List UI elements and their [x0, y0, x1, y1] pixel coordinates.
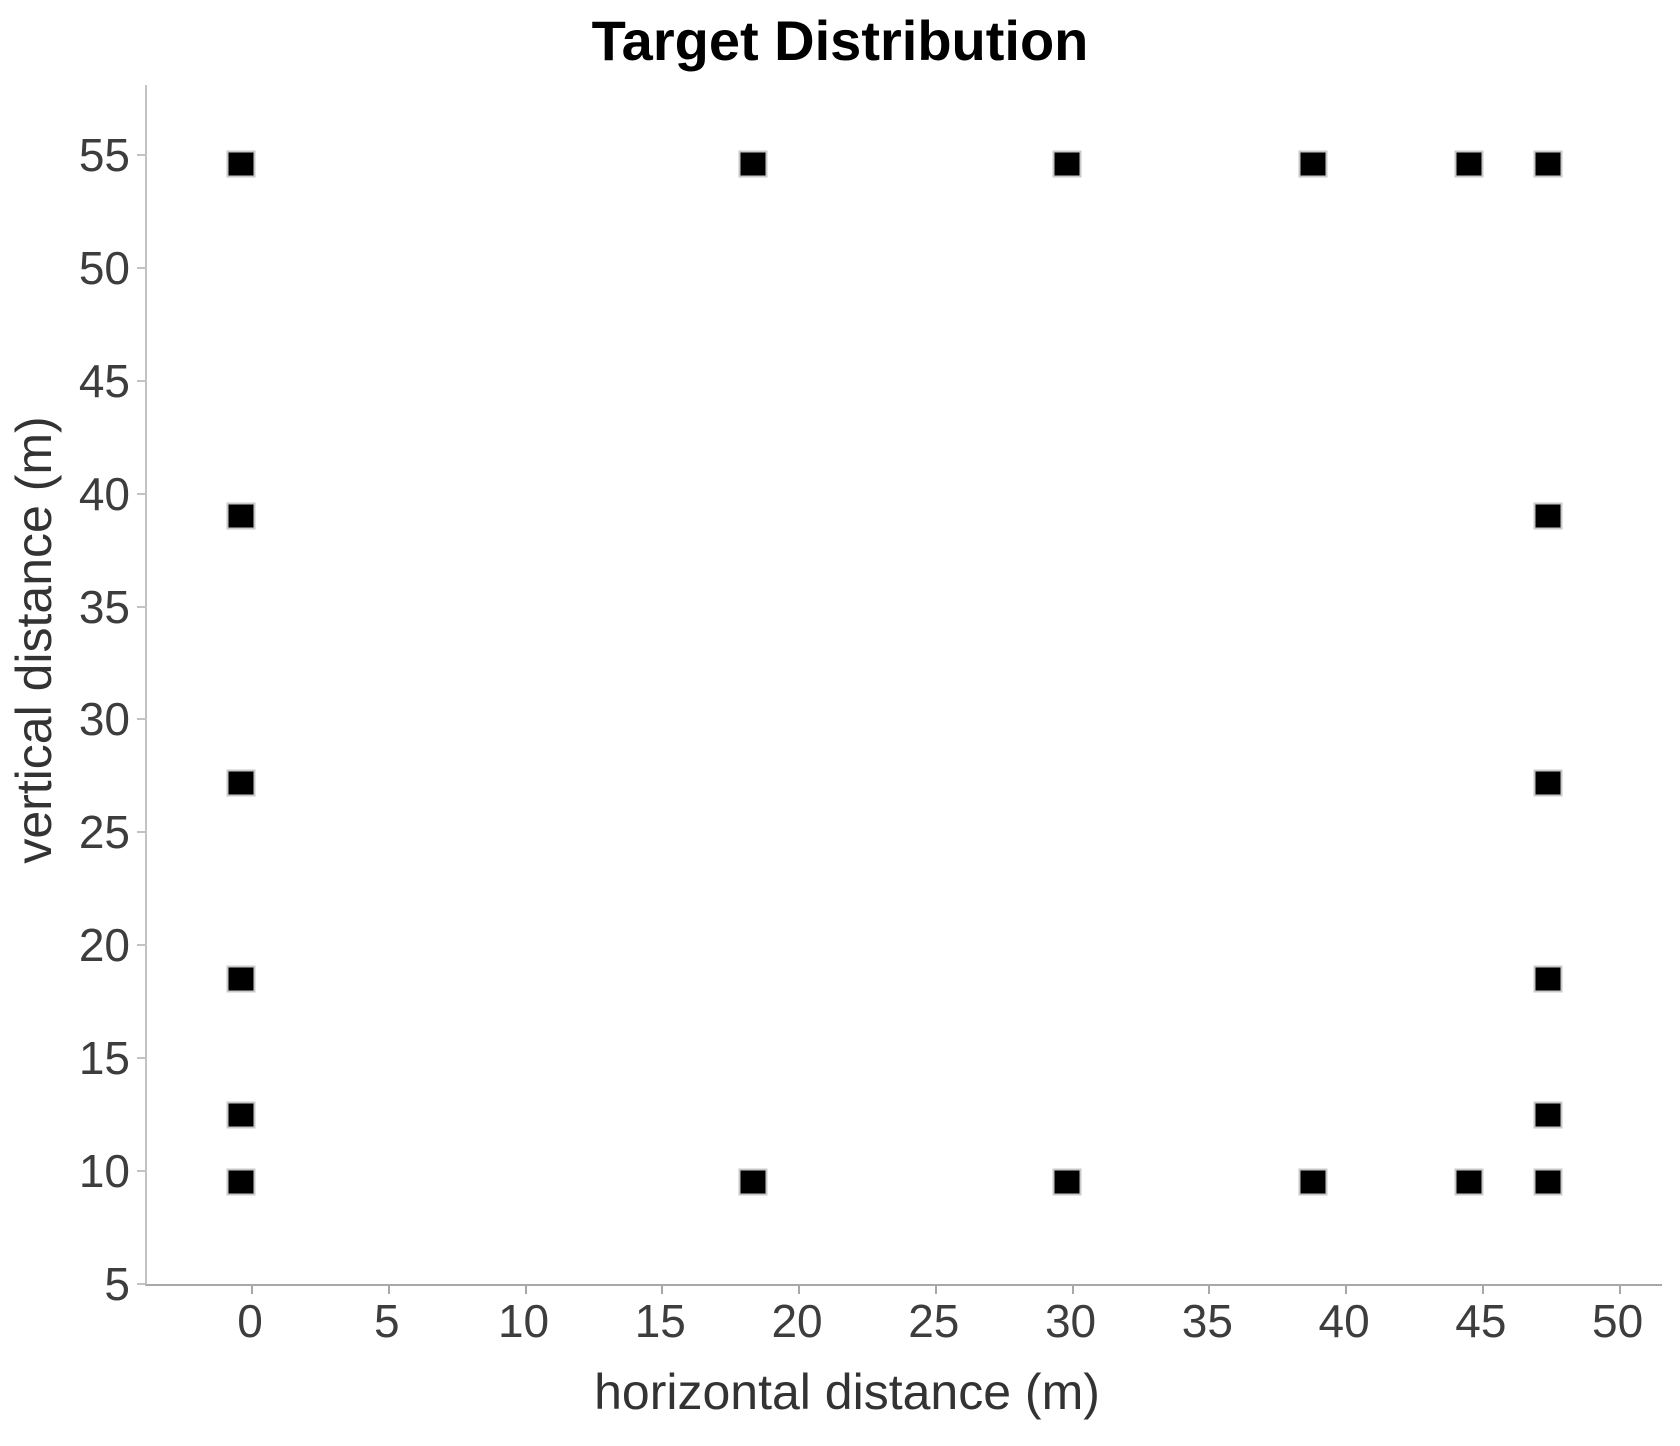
data-point-marker [738, 150, 768, 178]
data-point-marker [1533, 1101, 1563, 1129]
x-tick-mark [1481, 1286, 1484, 1294]
y-tick-mark [137, 944, 145, 947]
y-tick-label: 25 [78, 806, 130, 859]
data-point-marker [226, 1101, 256, 1129]
x-tick-mark [1208, 1286, 1211, 1294]
y-tick-mark [137, 1057, 145, 1060]
y-tick-mark [137, 153, 145, 156]
y-tick-label: 20 [78, 919, 130, 972]
x-tick-mark [661, 1286, 664, 1294]
data-point-marker [226, 150, 256, 178]
data-point-marker [1533, 150, 1563, 178]
y-tick-mark [137, 1170, 145, 1173]
data-point-marker [226, 1168, 256, 1196]
data-point-marker [738, 1168, 768, 1196]
y-tick-mark [137, 1283, 145, 1285]
x-tick-mark [798, 1286, 801, 1294]
x-tick-label: 35 [1181, 1295, 1233, 1347]
x-tick-label: 0 [237, 1295, 263, 1347]
x-tick-mark [1345, 1286, 1348, 1294]
data-point-marker [226, 502, 256, 530]
x-tick-mark [387, 1286, 390, 1294]
data-point-marker [226, 769, 256, 797]
x-tick-label: 10 [497, 1295, 550, 1347]
data-point-marker [1533, 1168, 1563, 1196]
data-point-marker [1533, 965, 1563, 993]
y-tick-label: 45 [78, 354, 130, 407]
x-tick-label: 50 [1592, 1295, 1644, 1347]
y-tick-mark [137, 718, 145, 721]
y-tick-label: 35 [78, 580, 130, 633]
data-point-marker [1052, 1168, 1082, 1196]
x-tick-mark [524, 1286, 527, 1294]
y-tick-label: 10 [78, 1145, 130, 1198]
y-tick-label: 50 [78, 241, 130, 294]
x-tick-mark [1618, 1286, 1621, 1294]
y-tick-label: 40 [78, 467, 130, 520]
x-tick-mark [934, 1286, 937, 1294]
data-point-marker [1298, 150, 1328, 178]
y-tick-mark [137, 605, 145, 608]
x-tick-label: 5 [373, 1295, 400, 1347]
x-tick-label: 25 [908, 1295, 960, 1347]
plot-area [137, 85, 1662, 1294]
data-point-marker [1298, 1168, 1328, 1196]
x-tick-label: 15 [634, 1295, 686, 1347]
chart-title: Target Distribution [591, 9, 1089, 72]
data-point-marker [226, 965, 256, 993]
data-point-marker [1454, 150, 1484, 178]
x-tick-label: 40 [1318, 1295, 1370, 1347]
x-tick-label: 20 [771, 1295, 823, 1347]
x-tick-mark [251, 1286, 254, 1294]
x-tick-label: 45 [1455, 1295, 1507, 1347]
y-tick-label: 30 [78, 693, 130, 746]
data-point-marker [1533, 769, 1563, 797]
data-point-marker [1454, 1168, 1484, 1196]
x-axis-label: horizontal distance (m) [594, 1364, 1100, 1420]
y-tick-label: 55 [78, 128, 130, 181]
y-tick-mark [137, 379, 145, 382]
y-tick-mark [137, 266, 145, 269]
y-tick-label: 15 [78, 1032, 130, 1085]
x-tick-label: 30 [1044, 1295, 1097, 1347]
data-point-marker [1052, 150, 1082, 178]
x-tick-mark [1071, 1286, 1074, 1294]
data-point-marker [1533, 502, 1563, 530]
y-tick-mark [137, 492, 145, 495]
y-tick-label: 5 [104, 1258, 130, 1310]
y-tick-mark [137, 831, 145, 834]
